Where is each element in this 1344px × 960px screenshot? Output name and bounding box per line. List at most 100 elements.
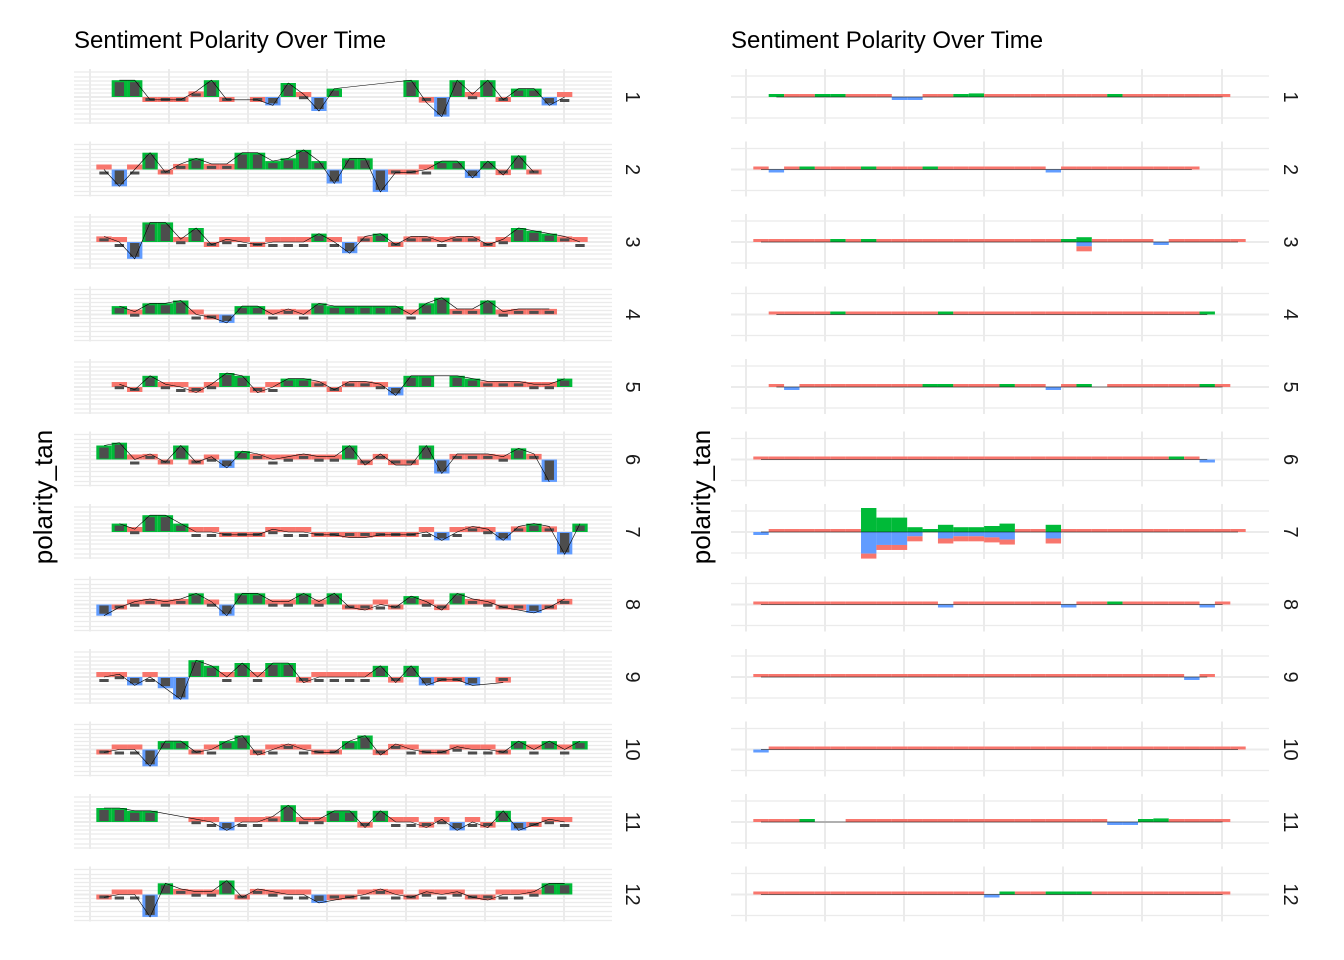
bar	[891, 239, 908, 242]
facet-panel-7: 7	[731, 504, 1301, 559]
value-bar	[467, 380, 478, 386]
value-bar	[360, 896, 370, 900]
bar	[1030, 384, 1046, 387]
bar	[999, 456, 1015, 460]
value-bar	[391, 824, 401, 827]
bar	[1107, 891, 1123, 895]
bar	[968, 93, 985, 97]
bar	[968, 746, 985, 750]
bar	[1030, 529, 1046, 532]
bar	[922, 601, 938, 605]
bar	[937, 239, 954, 242]
bar	[937, 674, 954, 677]
bar	[876, 601, 892, 605]
bar	[891, 819, 908, 822]
bar	[265, 237, 281, 242]
value-bar	[483, 531, 493, 535]
value-bar	[345, 743, 355, 749]
bar	[845, 601, 862, 605]
bar	[1091, 311, 1108, 315]
bar	[1122, 239, 1138, 242]
facet-panel-9: 9	[74, 649, 643, 704]
value-bar	[375, 170, 386, 190]
bar	[784, 456, 800, 460]
bar	[953, 601, 969, 605]
bar	[814, 384, 831, 387]
value-bar	[375, 455, 386, 459]
bar	[1107, 746, 1123, 750]
facet-label: 2	[621, 164, 643, 175]
value-bar	[391, 308, 401, 314]
value-bar	[329, 244, 339, 247]
value-bar	[283, 807, 293, 821]
value-bar	[114, 386, 125, 390]
facet-panel-3: 3	[731, 214, 1301, 269]
bar	[753, 456, 769, 460]
bar	[1184, 891, 1200, 895]
bar	[295, 889, 312, 895]
bar	[326, 672, 342, 677]
bar	[280, 527, 296, 532]
value-bar	[437, 163, 447, 169]
value-bar	[437, 244, 447, 247]
trend-line	[104, 804, 565, 831]
facet-panel-4: 4	[731, 286, 1301, 342]
value-bar	[406, 316, 416, 320]
value-bar	[513, 605, 524, 609]
facet-panel-8: 8	[731, 576, 1301, 632]
value-bar	[375, 386, 386, 390]
bar	[1184, 677, 1200, 680]
value-bar	[145, 679, 155, 682]
bar	[784, 601, 800, 605]
bar	[768, 94, 785, 97]
bar	[173, 382, 189, 387]
value-bar	[513, 743, 524, 749]
bar	[984, 526, 1000, 532]
value-bar	[298, 534, 309, 537]
value-bar	[437, 821, 447, 825]
value-bar	[406, 598, 416, 604]
bar	[295, 237, 312, 242]
bar	[1076, 529, 1092, 532]
bar	[1030, 601, 1046, 605]
value-bar	[467, 751, 478, 755]
bar	[1122, 311, 1138, 315]
bar	[845, 891, 862, 895]
value-bar	[268, 461, 278, 465]
bar	[1061, 94, 1077, 97]
facet-panel-11: 11	[731, 794, 1301, 849]
bar	[753, 239, 769, 242]
bar	[768, 529, 785, 532]
bar	[326, 237, 342, 242]
value-bar	[283, 310, 293, 314]
facet-panel-6: 6	[74, 431, 643, 487]
bar	[1014, 529, 1031, 532]
value-bar	[529, 386, 539, 390]
value-bar	[329, 595, 339, 604]
value-bar	[529, 525, 539, 531]
value-bar	[559, 533, 570, 553]
value-bar	[391, 745, 401, 749]
bar	[845, 311, 862, 315]
value-bar	[283, 458, 293, 462]
value-bar	[268, 751, 278, 755]
bar	[1061, 529, 1077, 532]
value-bar	[222, 743, 232, 749]
trend-line	[103, 149, 535, 193]
value-bar	[452, 82, 462, 96]
value-bar	[99, 810, 109, 821]
facet-panel-1: 1	[731, 69, 1301, 124]
value-bar	[329, 90, 339, 96]
bar	[1184, 166, 1200, 170]
value-bar	[483, 895, 493, 899]
value-bar	[483, 383, 493, 387]
value-bar	[191, 534, 201, 537]
facet-label: 4	[621, 309, 643, 320]
bar	[922, 311, 938, 315]
bar	[1184, 746, 1200, 750]
bar	[984, 532, 1000, 538]
bar	[876, 544, 892, 550]
bar	[1153, 601, 1169, 605]
bar	[388, 889, 404, 895]
value-bar	[237, 154, 247, 169]
